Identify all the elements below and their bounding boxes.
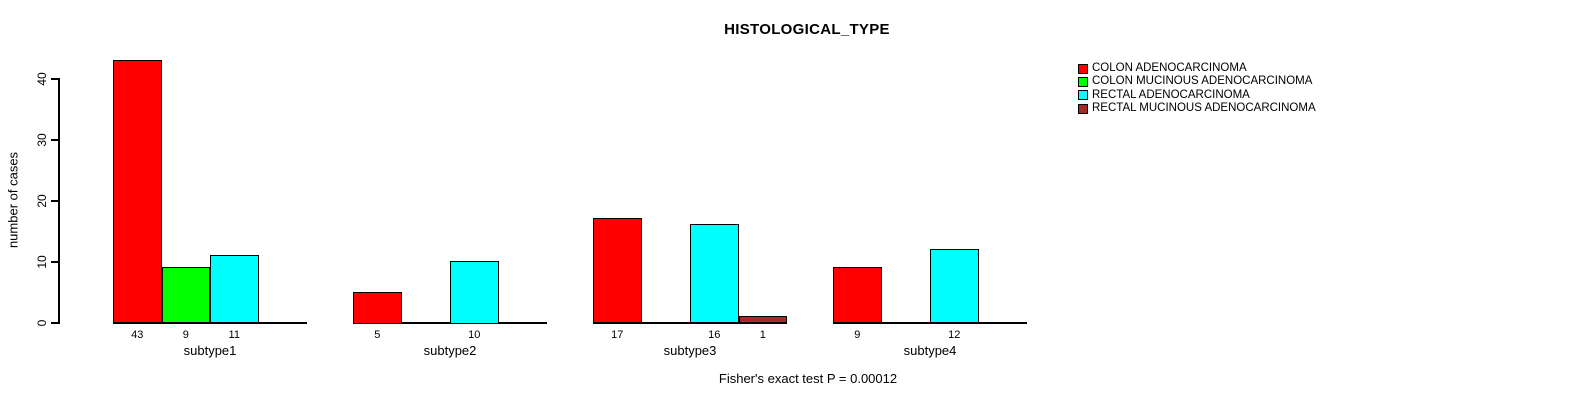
legend-label: RECTAL ADENOCARCINOMA	[1092, 88, 1250, 101]
x-group-label: subtype3	[663, 343, 717, 358]
bar-colon-adenocarcinoma	[833, 267, 882, 324]
bar-rectal-adenocarcinoma	[210, 254, 259, 324]
y-axis-tick	[51, 200, 58, 202]
y-tick-label: 10	[35, 255, 49, 269]
legend-label: RECTAL MUCINOUS ADENOCARCINOMA	[1092, 102, 1316, 115]
y-axis-tick	[51, 78, 58, 80]
bar-rectal-adenocarcinoma	[450, 261, 499, 324]
y-tick-label: 40	[35, 72, 49, 86]
y-axis-line	[58, 78, 60, 324]
bar-value-label: 17	[611, 329, 624, 341]
legend-row-colon-mucinous-adenocarcinoma: COLON MUCINOUS ADENOCARCINOMA	[1078, 75, 1316, 88]
bar-colon-adenocarcinoma	[353, 291, 402, 324]
legend-swatch-icon	[1078, 90, 1088, 101]
legend-row-colon-adenocarcinoma: COLON ADENOCARCINOMA	[1078, 62, 1316, 75]
legend: COLON ADENOCARCINOMA COLON MUCINOUS ADENO…	[1078, 62, 1316, 116]
legend-row-rectal-mucinous-adenocarcinoma: RECTAL MUCINOUS ADENOCARCINOMA	[1078, 102, 1316, 115]
bar-rectal-mucinous-adenocarcinoma	[738, 315, 787, 324]
bar-value-label: 5	[374, 329, 381, 341]
bar-value-label: 9	[854, 329, 861, 341]
legend-row-rectal-adenocarcinoma: RECTAL ADENOCARCINOMA	[1078, 89, 1316, 102]
bar-value-label: 43	[131, 329, 144, 341]
bar-value-label: 12	[948, 329, 961, 341]
bar-colon-adenocarcinoma	[113, 59, 162, 324]
y-axis-tick	[51, 322, 58, 324]
y-tick-label: 20	[35, 194, 49, 208]
x-group-label: subtype1	[183, 343, 237, 358]
y-axis-label: number of cases	[5, 151, 21, 249]
legend-swatch-icon	[1078, 103, 1088, 114]
bar-value-label: 1	[759, 329, 766, 341]
bar-value-label: 16	[708, 329, 721, 341]
x-group-label: subtype2	[423, 343, 477, 358]
bar-value-label: 11	[228, 329, 240, 341]
bar-colon-adenocarcinoma	[593, 218, 642, 324]
y-tick-label: 30	[35, 133, 49, 147]
bar-colon-mucinous-adenocarcinoma	[161, 267, 210, 324]
bar-rectal-adenocarcinoma	[690, 224, 739, 324]
x-group-label: subtype4	[903, 343, 957, 358]
bar-value-label: 10	[468, 329, 481, 341]
footnote-text: Fisher's exact test P = 0.00012	[718, 371, 898, 386]
y-axis-tick	[51, 261, 58, 263]
legend-label: COLON MUCINOUS ADENOCARCINOMA	[1092, 75, 1313, 88]
bar-value-label: 9	[182, 329, 189, 341]
y-axis-tick	[51, 139, 58, 141]
y-tick-label: 0	[35, 319, 49, 327]
bar-rectal-adenocarcinoma	[930, 248, 979, 324]
legend-swatch-icon	[1078, 77, 1088, 88]
legend-swatch-icon	[1078, 63, 1088, 74]
chart-title: HISTOLOGICAL_TYPE	[724, 21, 890, 38]
legend-label: COLON ADENOCARCINOMA	[1092, 62, 1247, 74]
